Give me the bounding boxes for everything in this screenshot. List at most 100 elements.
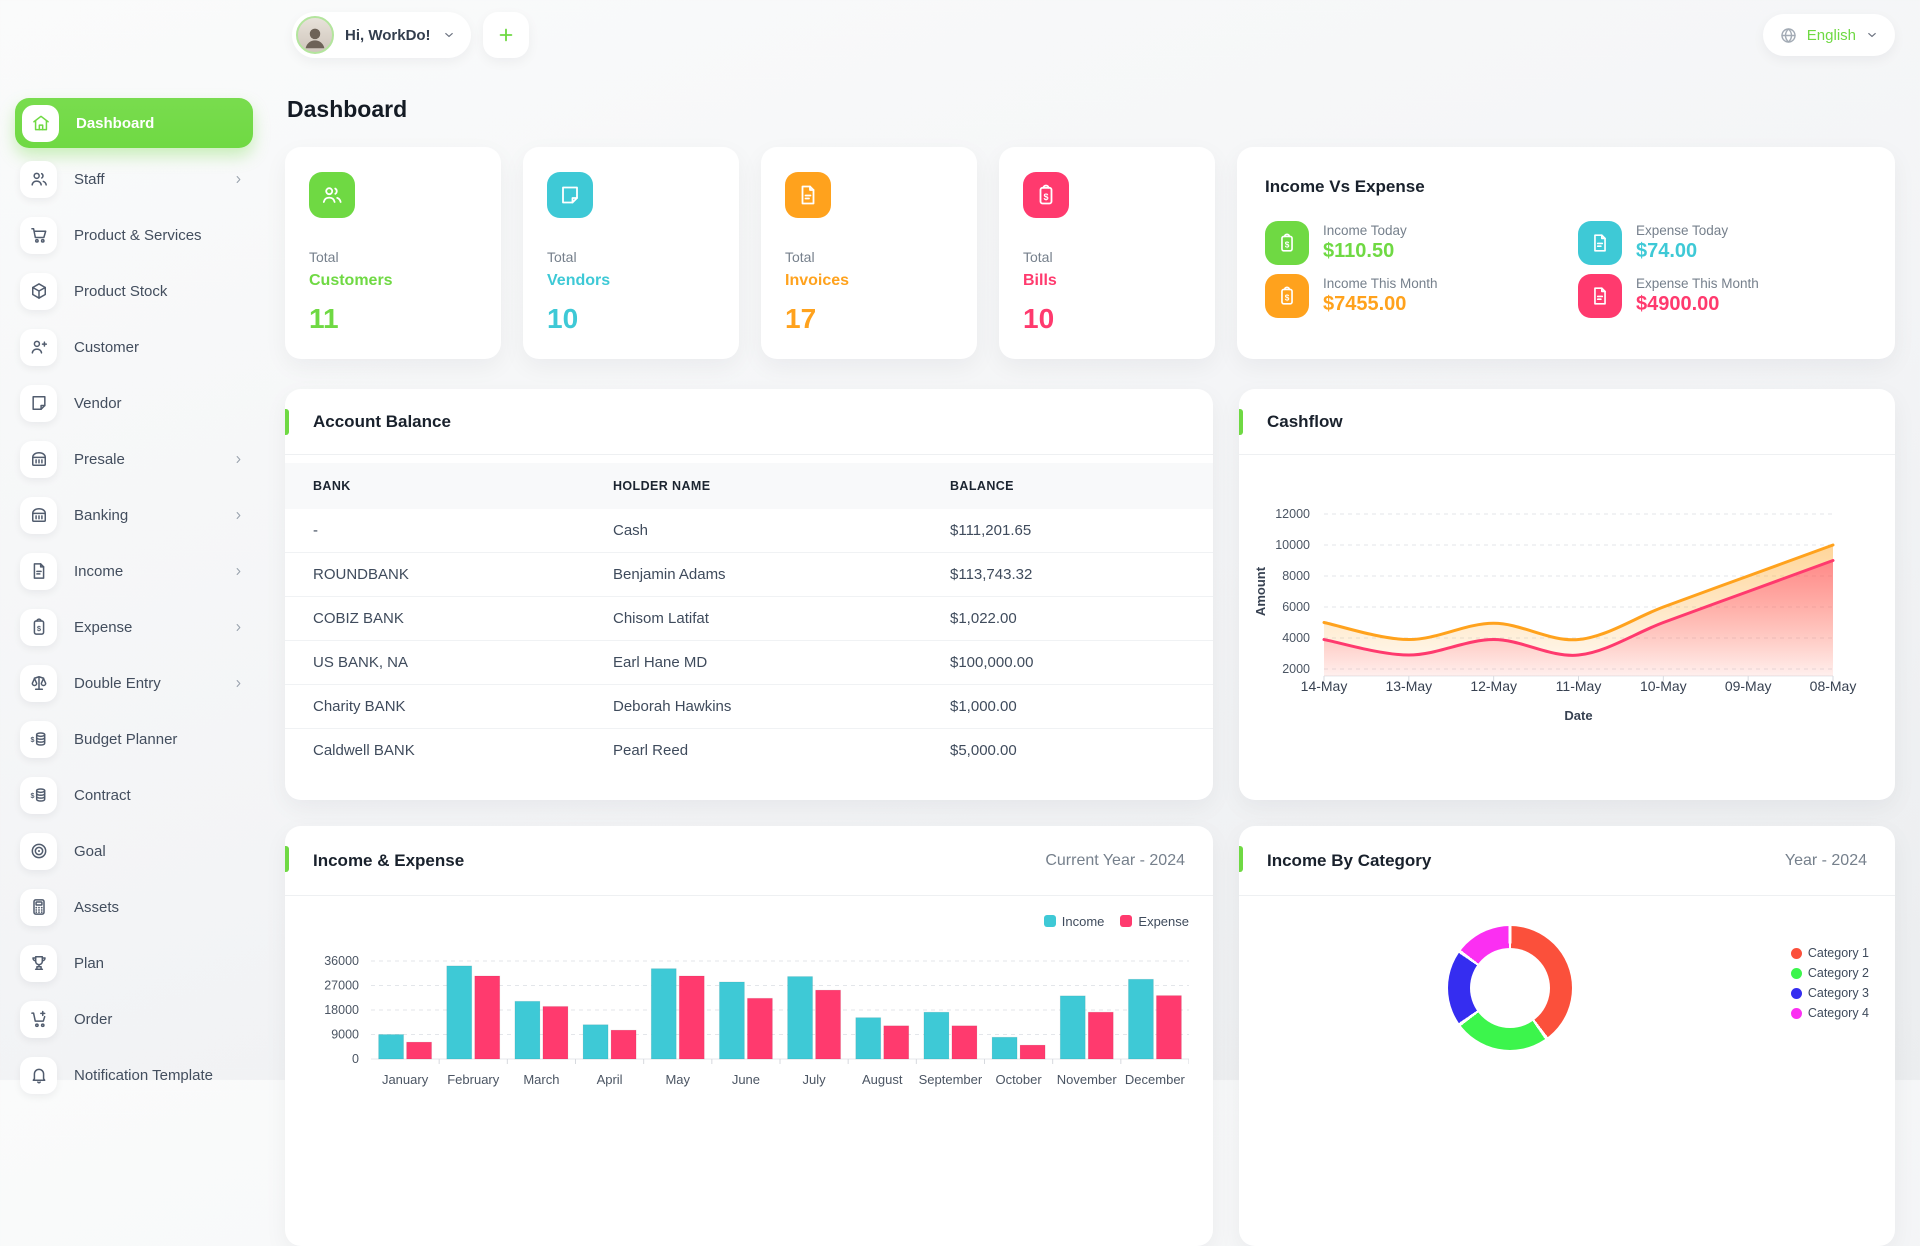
sidebar-item-label: Budget Planner: [74, 730, 178, 748]
sidebar-item-label: Expense: [74, 618, 133, 636]
stat-label: Invoices: [785, 272, 850, 289]
ive-value: $74.00: [1636, 240, 1698, 262]
sidebar-item-label: Assets: [74, 898, 120, 916]
clipboard-dollar-icon: $: [1023, 172, 1069, 218]
sidebar-item-income[interactable]: Income: [15, 548, 253, 594]
bank-icon: [20, 440, 57, 478]
svg-text:12000: 12000: [1275, 507, 1310, 521]
sidebar-item-assets[interactable]: Assets: [15, 884, 253, 930]
file-text-icon: [20, 552, 57, 590]
bar-income-june: [718, 981, 745, 1060]
sidebar-item-dashboard[interactable]: Dashboard: [15, 98, 253, 148]
sidebar-item-presale[interactable]: Presale: [15, 436, 253, 482]
sidebar-item-vendor[interactable]: Vendor: [15, 380, 253, 426]
sidebar-item-label: Customer: [74, 338, 140, 356]
bar-income-march: [514, 1000, 541, 1060]
target-icon: [20, 832, 57, 870]
income-expense-subtitle: Current Year - 2024: [1045, 851, 1185, 869]
accent-bar: [1239, 846, 1243, 872]
svg-text:08-May: 08-May: [1810, 678, 1857, 694]
ive-item-expense-this-month: Expense This Month $4900.00: [1578, 274, 1867, 318]
income-expense-title: Income & Expense: [313, 850, 465, 870]
chevron-right-icon: [232, 453, 245, 466]
stat-prefix: Total: [309, 249, 339, 265]
svg-text:9000: 9000: [331, 1028, 359, 1042]
table-cell: Caldwell BANK: [285, 728, 585, 772]
sidebar-item-order[interactable]: Order: [15, 996, 253, 1042]
cart-plus-icon: [20, 1000, 57, 1038]
bar-expense-july: [815, 989, 842, 1060]
legend-item-income[interactable]: Income: [1043, 914, 1104, 929]
sidebar-item-notification-template[interactable]: Notification Template: [15, 1052, 253, 1098]
table-row: ROUNDBANK Benjamin Adams $113,743.32: [285, 552, 1213, 597]
language-selector[interactable]: English: [1762, 14, 1895, 56]
svg-text:18000: 18000: [324, 1003, 359, 1017]
legend-item-expense[interactable]: Expense: [1120, 914, 1189, 929]
topbar: Hi, WorkDo! English: [292, 12, 1895, 58]
ive-label: Expense Today: [1636, 223, 1729, 238]
ive-value: $7455.00: [1323, 293, 1407, 315]
sidebar-item-label: Presale: [74, 450, 125, 468]
sidebar-item-budget-planner[interactable]: $ Budget Planner: [15, 716, 253, 762]
calculator-icon: [20, 888, 57, 926]
sidebar-item-staff[interactable]: Staff: [15, 156, 253, 202]
legend-item-category-4[interactable]: Category 4: [1790, 1006, 1869, 1020]
svg-text:2000: 2000: [1282, 662, 1310, 676]
bar-expense-march: [542, 1005, 569, 1060]
legend-label: Category 2: [1807, 966, 1869, 980]
clipboard-dollar-icon: $: [1265, 274, 1309, 318]
coins-icon: $: [20, 776, 57, 814]
cashflow-chart: 12000 10000 8000 6000 4000 2000 14-May 13-May 12…: [1239, 455, 1895, 800]
table-cell: Pearl Reed: [585, 728, 922, 772]
sidebar-item-double-entry[interactable]: Double Entry: [15, 660, 253, 706]
sidebar-item-product-services[interactable]: Product & Services: [15, 212, 253, 258]
legend-dot: [1790, 967, 1802, 979]
stat-value: 10: [1023, 303, 1055, 334]
ive-item-income-today: $ Income Today $110.50: [1265, 221, 1554, 265]
stat-prefix: Total: [785, 249, 815, 265]
legend-item-category-3[interactable]: Category 3: [1790, 986, 1869, 1000]
note-icon: [20, 384, 57, 422]
table-cell: Charity BANK: [285, 684, 585, 729]
table-cell: $5,000.00: [922, 728, 1213, 772]
greeting-text: Hi, WorkDo!: [345, 26, 431, 44]
svg-text:$: $: [36, 624, 41, 633]
sidebar-item-customer[interactable]: Customer: [15, 324, 253, 370]
bar-expense-december: [1155, 995, 1182, 1060]
chevron-right-icon: [232, 173, 245, 186]
table-cell: Benjamin Adams: [585, 552, 922, 597]
donut-hole: [1470, 948, 1550, 1028]
legend-item-category-1[interactable]: Category 1: [1790, 946, 1869, 960]
legend-label: Expense: [1138, 913, 1189, 929]
svg-text:$: $: [30, 736, 34, 744]
sidebar-item-product-stock[interactable]: Product Stock: [15, 268, 253, 314]
bar-expense-february: [474, 975, 501, 1060]
sidebar-item-label: Goal: [74, 842, 106, 860]
cart-icon: [20, 216, 57, 254]
user-plus-icon: [20, 328, 57, 366]
sidebar-item-banking[interactable]: Banking: [15, 492, 253, 538]
language-label: English: [1806, 26, 1856, 44]
svg-text:10000: 10000: [1275, 538, 1310, 552]
file-text-icon: [785, 172, 831, 218]
legend-dot: [1790, 987, 1802, 999]
sidebar-item-expense[interactable]: $ Expense: [15, 604, 253, 650]
svg-text:Date: Date: [1564, 708, 1592, 723]
sidebar-item-plan[interactable]: Plan: [15, 940, 253, 986]
account-balance-title: Account Balance: [313, 411, 451, 431]
bar-expense-august: [883, 1025, 910, 1060]
table-header-bank: BANK: [285, 463, 585, 509]
table-cell: Deborah Hawkins: [585, 684, 922, 729]
add-button[interactable]: [482, 12, 529, 58]
user-menu[interactable]: Hi, WorkDo!: [292, 12, 471, 58]
svg-text:8000: 8000: [1282, 569, 1310, 583]
table-cell: Chisom Latifat: [585, 596, 922, 641]
legend-item-category-2[interactable]: Category 2: [1790, 966, 1869, 980]
stat-label: Bills: [1023, 272, 1057, 289]
sidebar-item-contract[interactable]: $ Contract: [15, 772, 253, 818]
table-cell: -: [313, 522, 318, 539]
bar-income-december: [1127, 978, 1154, 1060]
svg-text:$: $: [30, 792, 34, 800]
bar-expense-november: [1087, 1011, 1114, 1060]
sidebar-item-goal[interactable]: Goal: [15, 828, 253, 874]
